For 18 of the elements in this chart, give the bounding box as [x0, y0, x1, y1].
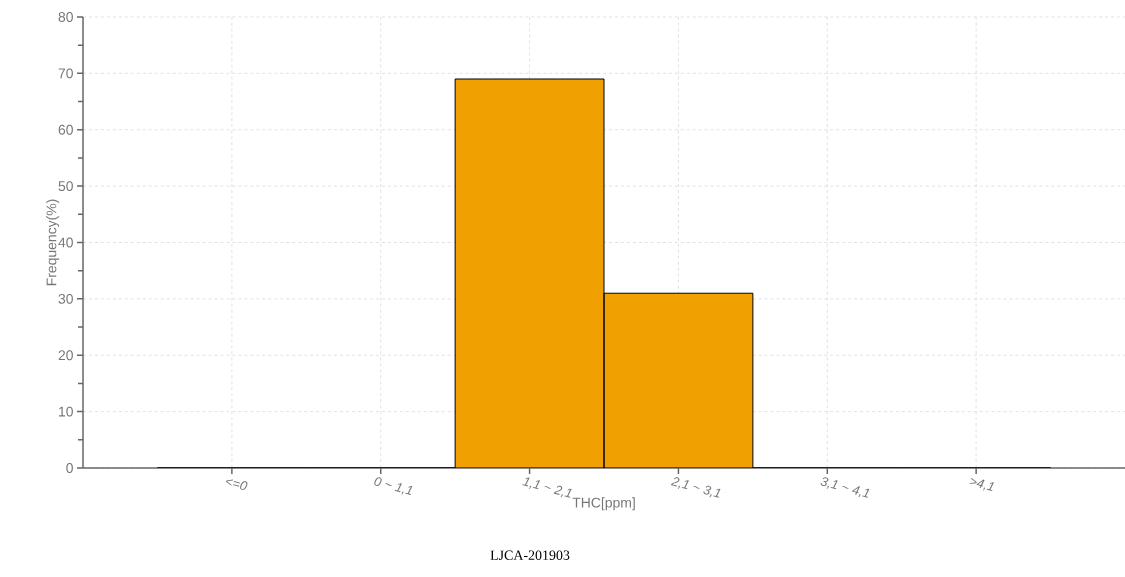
y-axis-title: Frequency(%)	[46, 199, 60, 286]
y-tick-label: 80	[58, 12, 73, 22]
text: LJCA-201903	[490, 550, 570, 560]
y-tick-label: 60	[58, 124, 73, 135]
x-tick-label: <=0	[226, 479, 248, 490]
x-axis-title: THC[ppm]	[572, 497, 635, 511]
x-tick-label: 1,1 ~ 2,1	[522, 477, 572, 498]
x-tick-label: 0 ~ 1,1	[374, 477, 413, 495]
y-tick-label: 30	[58, 293, 73, 304]
y-tick-label: 0	[66, 463, 73, 473]
y-tick-label: 50	[58, 181, 73, 192]
y-tick-label: 40	[58, 237, 73, 248]
x-tick-label: 2,1 ~ 3,1	[670, 477, 721, 498]
y-tick-label: 70	[58, 68, 73, 79]
y-tick-label: 20	[58, 350, 73, 361]
y-tick-label: 10	[59, 406, 73, 417]
x-tick-label: >4,1	[969, 477, 994, 492]
x-tick-label: 3,1 ~ 4,1	[820, 477, 870, 498]
